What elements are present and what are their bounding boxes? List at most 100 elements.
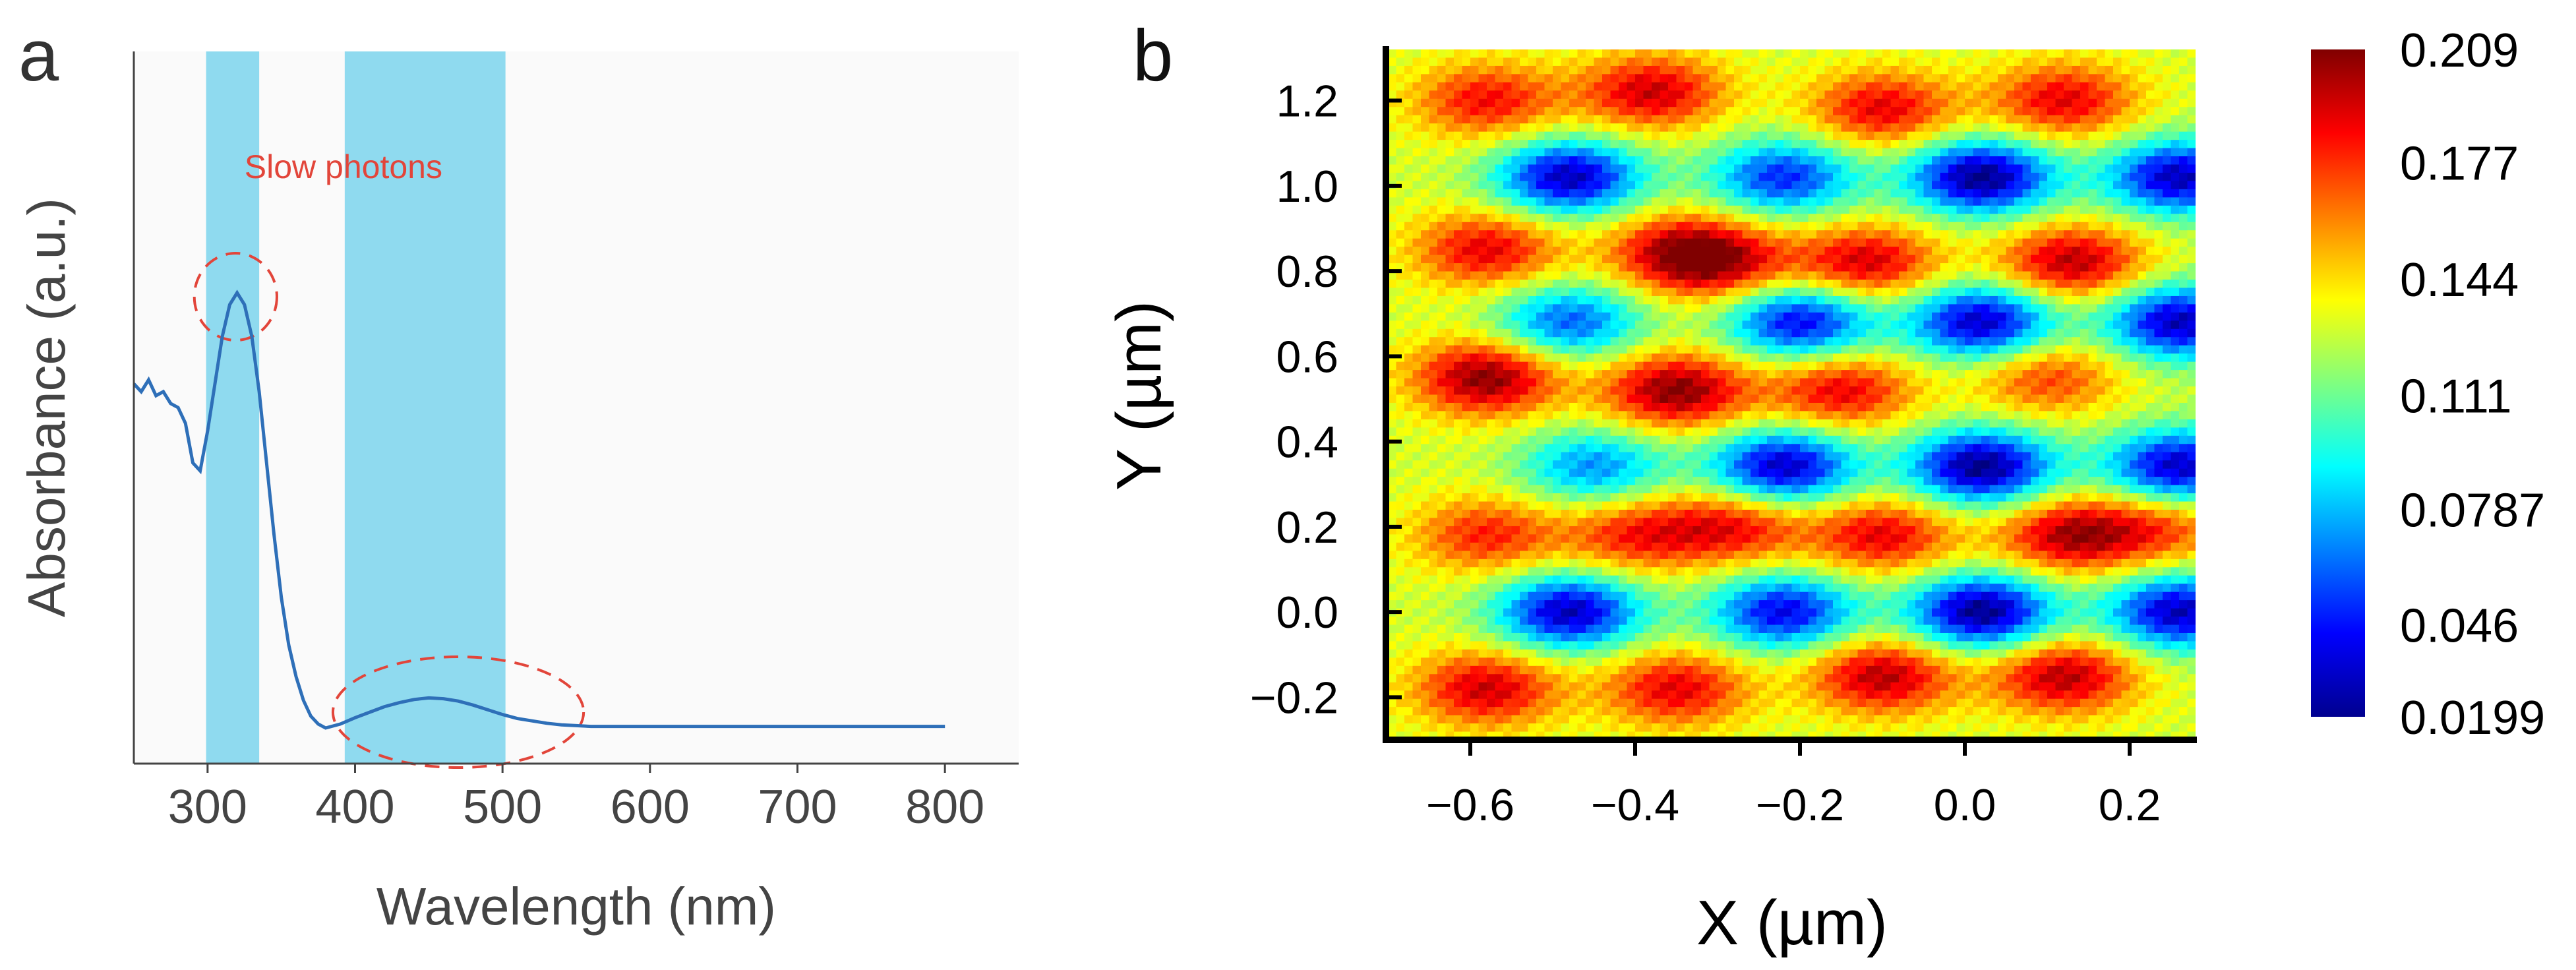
heatmap-cell (1495, 394, 1504, 404)
heatmap-cell (2179, 255, 2188, 264)
heatmap-cell (1421, 271, 1430, 280)
heatmap-cell (1718, 247, 1727, 256)
heatmap-cell (1981, 140, 1991, 149)
heatmap-cell (1718, 378, 1727, 387)
heatmap-cell (1685, 205, 1694, 214)
heatmap-cell (1470, 148, 1480, 157)
heatmap-cell (1742, 90, 1751, 100)
heatmap-cell (2039, 280, 2048, 289)
heatmap-cell (2097, 156, 2106, 166)
heatmap-cell (1841, 189, 1850, 198)
heatmap-cell (2138, 65, 2147, 75)
heatmap-cell (1528, 378, 1537, 387)
heatmap-cell (1577, 90, 1586, 100)
heatmap-cell (2064, 123, 2073, 133)
heatmap-cell (1849, 304, 1859, 313)
heatmap-cell (1767, 115, 1776, 124)
heatmap-cell (2047, 378, 2056, 387)
heatmap-cell (1437, 402, 1447, 412)
heatmap-cell (1841, 444, 1850, 453)
heatmap-cell (1808, 386, 1817, 396)
heatmap-cell (1487, 49, 1496, 59)
heatmap-cell (1429, 312, 1438, 321)
heatmap-cell (1676, 189, 1685, 198)
heatmap-cell (1421, 304, 1430, 313)
heatmap-cell (1701, 328, 1710, 338)
heatmap-cell (1396, 107, 1405, 116)
heatmap-cell (1536, 189, 1545, 198)
heatmap-cell (1421, 419, 1430, 428)
x-tick-label: 700 (758, 781, 837, 834)
heatmap-cell (1569, 402, 1578, 412)
heatmap-cell (1824, 230, 1834, 239)
heatmap-cell (2047, 238, 2056, 247)
heatmap-cell (1470, 361, 1480, 371)
heatmap-cell (1462, 255, 1471, 264)
heatmap-cell (1833, 131, 1842, 140)
heatmap-cell (1758, 402, 1768, 412)
heatmap-cell (1725, 271, 1735, 280)
heatmap-cell (1594, 230, 1603, 239)
heatmap-cell (2187, 280, 2196, 289)
heatmap-cell (2187, 378, 2196, 387)
heatmap-cell (1783, 353, 1793, 363)
heatmap-cell (1940, 115, 1949, 124)
heatmap-cell (2105, 131, 2114, 140)
heatmap-cell (1676, 57, 1685, 67)
heatmap-cell (2088, 378, 2097, 387)
heatmap-cell (1956, 189, 1965, 198)
heatmap-cell (1437, 444, 1447, 453)
heatmap-cell (1882, 444, 1892, 453)
heatmap-cell (1742, 419, 1751, 428)
heatmap-cell (1520, 107, 1529, 116)
heatmap-cell (1602, 140, 1611, 149)
heatmap-cell (1412, 181, 1422, 190)
heatmap-cell (1511, 197, 1520, 206)
heatmap-cell (2105, 197, 2114, 206)
heatmap-cell (1553, 402, 1562, 412)
heatmap-cell (2179, 271, 2188, 280)
heatmap-cell (1544, 337, 1553, 346)
heatmap-cell (1923, 295, 1932, 305)
heatmap-cell (2187, 107, 2196, 116)
heatmap-cell (2121, 90, 2130, 100)
heatmap-cell (1643, 328, 1652, 338)
heatmap-cell (1808, 255, 1817, 264)
heatmap-cell (1800, 386, 1809, 396)
heatmap-cell (2113, 263, 2122, 272)
heatmap-cell (1734, 156, 1743, 166)
heatmap-cell (1709, 386, 1718, 396)
heatmap-cell (1816, 312, 1826, 321)
heatmap-cell (1965, 386, 1974, 396)
heatmap-cell (1388, 65, 1397, 75)
heatmap-cell (1998, 378, 2007, 387)
heatmap-cell (1429, 263, 1438, 272)
heatmap-cell (1857, 214, 1867, 223)
heatmap-cell (1775, 411, 1784, 420)
heatmap-cell (1685, 230, 1694, 239)
heatmap-cell (1824, 247, 1834, 256)
heatmap-cell (2014, 320, 2023, 330)
heatmap-cell (2047, 271, 2056, 280)
heatmap-cell (1660, 255, 1669, 264)
heatmap-cell (2179, 98, 2188, 107)
heatmap-cell (1396, 304, 1405, 313)
heatmap-cell (2097, 295, 2106, 305)
heatmap-cell (1553, 361, 1562, 371)
heatmap-cell (1396, 378, 1405, 387)
heatmap-cell (2171, 419, 2180, 428)
heatmap-cell (1874, 295, 1883, 305)
heatmap-cell (1635, 263, 1644, 272)
heatmap-cell (1536, 74, 1545, 83)
heatmap-cell (1594, 214, 1603, 223)
heatmap-cell (1412, 164, 1422, 173)
heatmap-cell (2130, 361, 2139, 371)
heatmap-cell (1421, 65, 1430, 75)
heatmap-cell (1981, 361, 1991, 371)
heatmap-cell (1915, 280, 1925, 289)
heatmap-cell (1692, 460, 1702, 470)
heatmap-cell (1816, 197, 1826, 206)
heatmap-cell (1841, 230, 1850, 239)
heatmap-cell (1577, 156, 1586, 166)
heatmap-cell (2138, 247, 2147, 256)
